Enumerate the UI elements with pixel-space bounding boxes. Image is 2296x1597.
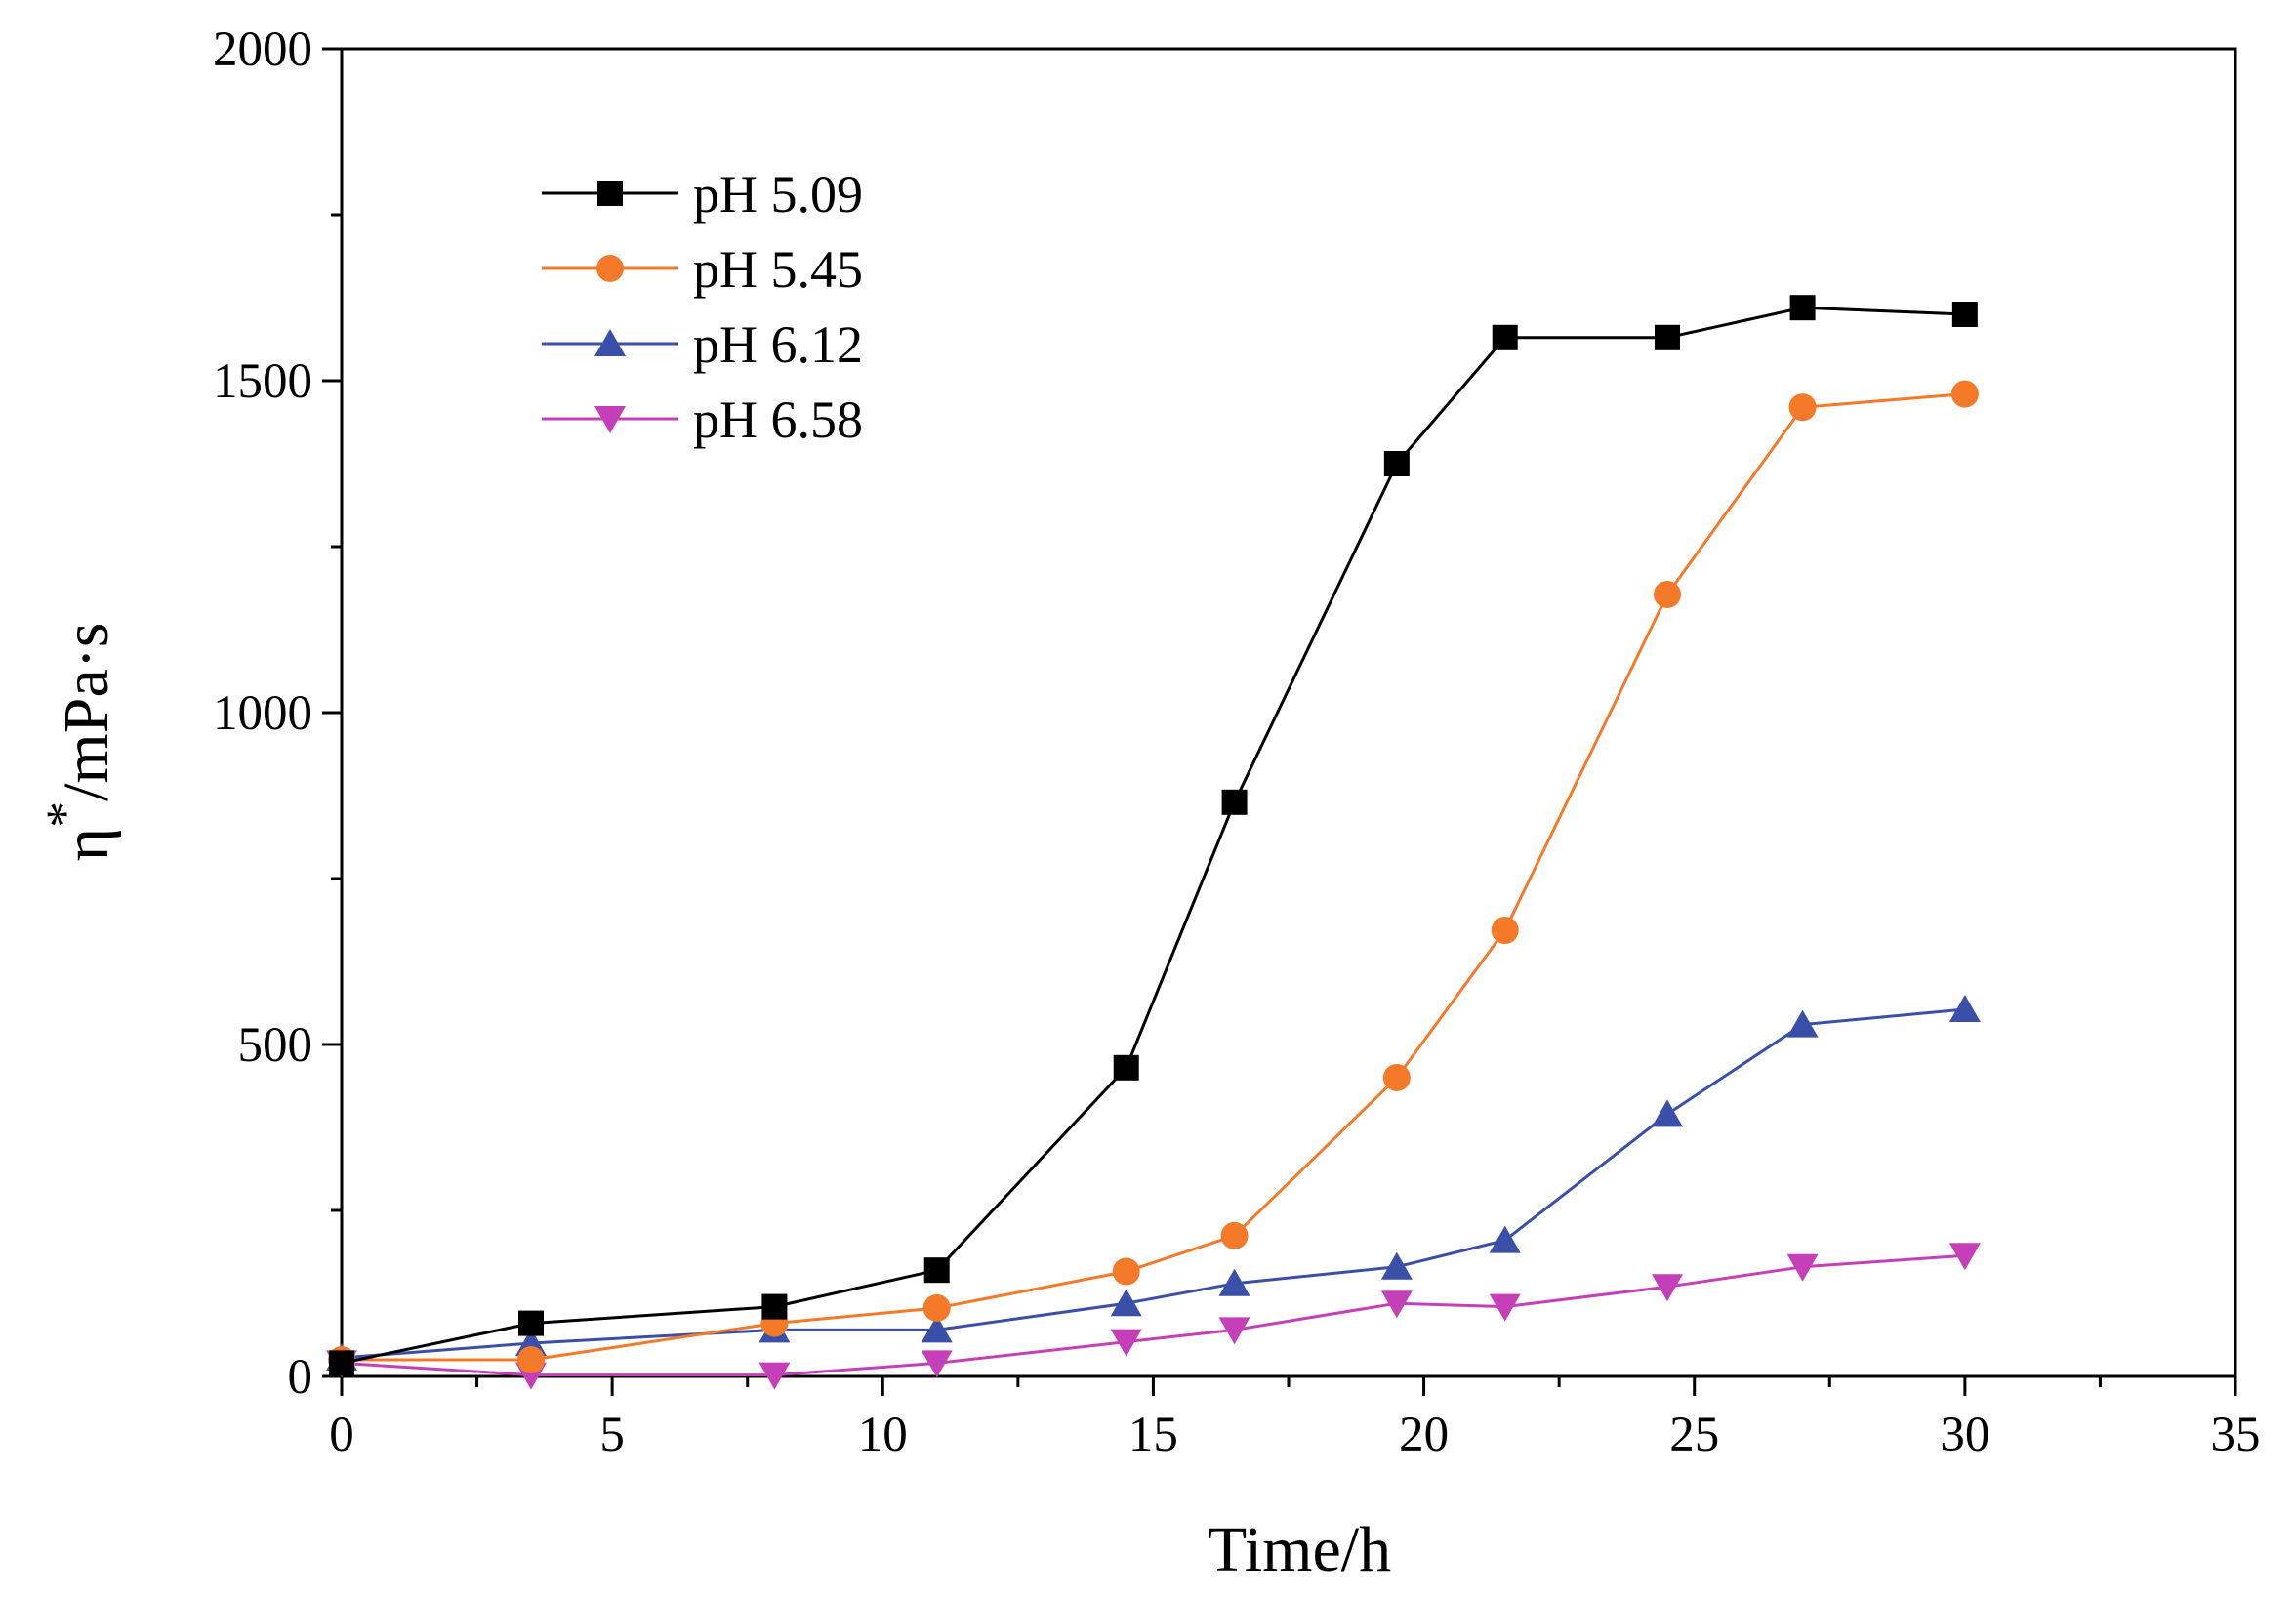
data-point-ph-6_58 <box>1218 1317 1250 1345</box>
legend-marker <box>594 329 626 356</box>
series-line-ph-6_12 <box>341 1007 1965 1360</box>
series-ph-6_12 <box>326 994 1981 1371</box>
data-point-ph-5_09 <box>761 1293 788 1320</box>
series-ph-5_09 <box>329 295 1978 1376</box>
y-axis-superscript: * <box>35 801 94 828</box>
data-point-ph-5_09 <box>1951 302 1978 327</box>
legend-item-ph-6_12: pH 6.12 <box>542 315 863 374</box>
data-point-ph-5_09 <box>1655 324 1680 350</box>
legend-label: pH 6.12 <box>693 315 863 374</box>
data-point-ph-5_09 <box>1492 324 1518 350</box>
legend-label: pH 5.09 <box>693 165 863 224</box>
data-point-ph-5_09 <box>1221 789 1248 815</box>
x-tick-label: 0 <box>329 1408 354 1462</box>
data-point-ph-5_45 <box>1491 917 1519 945</box>
y-axis-title: η*/mPa·s <box>35 623 122 862</box>
data-point-ph-6_58 <box>1652 1274 1683 1302</box>
y-tick-label: 500 <box>238 1018 313 1073</box>
data-point-ph-5_45 <box>1220 1221 1249 1249</box>
data-point-ph-5_45 <box>1382 1064 1411 1091</box>
data-point-ph-6_58 <box>921 1350 953 1378</box>
x-tick-label: 30 <box>1940 1408 1989 1462</box>
x-tick-label: 35 <box>2211 1408 2261 1462</box>
data-point-ph-6_12 <box>1786 1009 1819 1038</box>
data-point-ph-5_09 <box>518 1310 544 1336</box>
x-tick-label: 20 <box>1399 1408 1449 1462</box>
legend-item-ph-6_58: pH 6.58 <box>542 390 863 449</box>
data-point-ph-5_45 <box>517 1346 545 1373</box>
legend: pH 5.09 pH 5.45 pH 6.12 pH 6.58 <box>542 165 863 449</box>
y-tick-label: 0 <box>288 1350 313 1405</box>
plot-frame <box>340 47 2237 1378</box>
y-tick-label: 2000 <box>213 22 312 77</box>
y-axis-symbol: η <box>51 828 122 862</box>
series-line-ph-5_45 <box>342 392 1965 1362</box>
data-point-ph-5_09 <box>1789 295 1816 321</box>
data-point-ph-6_12 <box>1652 1099 1683 1127</box>
data-point-ph-5_45 <box>922 1293 951 1322</box>
series-ph-6_58 <box>326 1243 1981 1390</box>
data-point-ph-6_12 <box>1218 1268 1250 1296</box>
plot-area <box>326 295 1981 1390</box>
y-tick-label: 1500 <box>213 354 312 409</box>
x-tick-label: 25 <box>1669 1408 1719 1462</box>
y-tick-label: 1000 <box>213 686 312 741</box>
series-ph-5_45 <box>328 380 1979 1373</box>
data-point-ph-5_09 <box>1383 451 1410 476</box>
legend-label: pH 6.58 <box>693 390 863 449</box>
y-axis-unit: /mPa·s <box>51 623 122 801</box>
legend-item-ph-5_09: pH 5.09 <box>542 165 863 224</box>
data-point-ph-5_45 <box>1112 1257 1140 1286</box>
legend-item-ph-5_45: pH 5.45 <box>542 240 863 299</box>
data-point-ph-5_45 <box>1950 380 1979 408</box>
x-tick-label: 15 <box>1128 1408 1178 1462</box>
data-point-ph-6_12 <box>1380 1251 1413 1280</box>
x-tick-label: 10 <box>858 1408 908 1462</box>
data-point-ph-6_58 <box>1380 1290 1413 1319</box>
x-tick-label: 5 <box>599 1408 625 1462</box>
data-point-ph-5_09 <box>923 1257 950 1284</box>
data-point-ph-6_12 <box>1948 994 1981 1022</box>
data-point-ph-6_58 <box>1948 1243 1981 1271</box>
x-axis-title: Time/h <box>1208 1514 1391 1585</box>
legend-marker <box>596 255 624 282</box>
data-point-ph-6_58 <box>758 1362 791 1390</box>
legend-marker <box>597 181 623 206</box>
legend-label: pH 5.45 <box>693 240 863 299</box>
data-point-ph-6_58 <box>1110 1329 1142 1357</box>
data-point-ph-6_12 <box>1110 1289 1142 1317</box>
data-point-ph-5_45 <box>1788 393 1817 422</box>
data-point-ph-6_12 <box>921 1315 953 1343</box>
series-line-ph-6_58 <box>341 1253 1965 1377</box>
data-point-ph-6_12 <box>1489 1225 1521 1253</box>
axes: 0 5 10 15 20 25 30 35 0 500 1000 1500 2000 <box>213 22 2261 1462</box>
data-point-ph-6_58 <box>1489 1293 1521 1322</box>
data-point-ph-5_09 <box>329 1350 354 1376</box>
data-point-ph-5_45 <box>1654 580 1681 608</box>
series-line-ph-5_09 <box>341 306 1965 1365</box>
data-point-ph-6_58 <box>1786 1253 1819 1282</box>
data-point-ph-5_09 <box>1113 1054 1139 1081</box>
legend-marker <box>594 406 626 433</box>
